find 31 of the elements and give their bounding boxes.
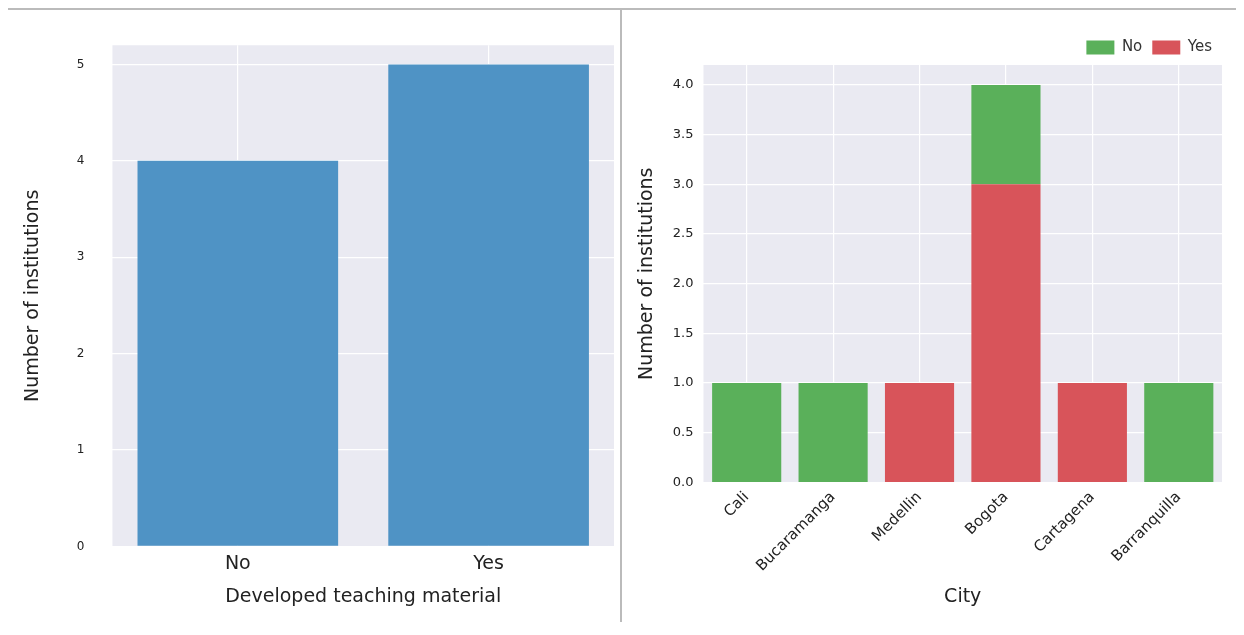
x-axis-title: City: [944, 583, 982, 606]
x-tick-label: Cali: [719, 487, 753, 521]
y-tick-label: 0.5: [672, 424, 694, 440]
y-tick-label: 4: [76, 152, 85, 167]
bar: [712, 383, 782, 482]
bar: [798, 383, 868, 482]
legend-label: Yes: [1186, 37, 1213, 56]
y-tick-label: 2: [76, 345, 85, 360]
y-tick-label: 0.0: [672, 473, 694, 489]
y-tick-label: 4.0: [672, 76, 694, 92]
y-axis-title: Number of institutions: [634, 167, 657, 380]
y-tick-label: 5: [76, 56, 85, 71]
y-tick-label: 3.5: [672, 125, 694, 141]
legend-label: No: [1121, 37, 1143, 56]
bar: [884, 383, 955, 482]
bar: [971, 184, 1041, 482]
y-tick-label: 1.0: [672, 374, 694, 390]
y-tick-label: 0: [76, 538, 85, 553]
x-tick-label: Yes: [472, 550, 504, 573]
y-axis-title: Number of institutions: [20, 189, 43, 403]
y-tick-label: 2.5: [672, 225, 694, 241]
bar: [1057, 383, 1127, 482]
y-tick-label: 2.0: [672, 275, 694, 291]
y-tick-label: 1.5: [672, 324, 694, 340]
y-tick-label: 3: [76, 249, 85, 264]
y-tick-label: 3.0: [672, 175, 694, 191]
x-tick-label: No: [224, 550, 251, 573]
x-axis-title: Developed teaching material: [225, 583, 502, 606]
y-tick-label: 1: [76, 442, 85, 457]
bar: [1144, 383, 1214, 482]
bar: [971, 84, 1041, 185]
